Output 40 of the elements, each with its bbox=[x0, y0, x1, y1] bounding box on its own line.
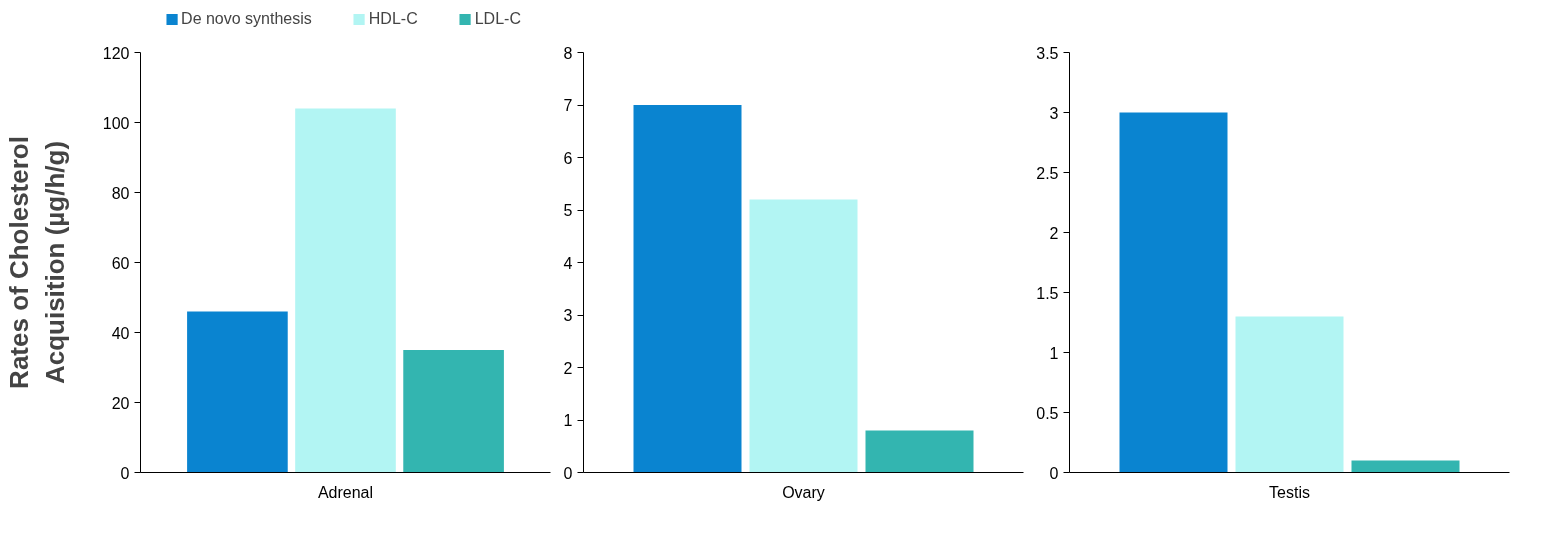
x-tick-label: Testis bbox=[1269, 483, 1310, 501]
y-tick-label: 20 bbox=[111, 394, 130, 412]
x-tick-label: Ovary bbox=[782, 483, 825, 501]
y-tick-label: 5 bbox=[563, 202, 573, 219]
legend-label: LDL-C bbox=[474, 10, 521, 28]
y-tick-label: 3 bbox=[563, 307, 573, 324]
y-tick-label: 100 bbox=[102, 114, 130, 132]
y-tick-label: 120 bbox=[102, 44, 130, 62]
bar bbox=[865, 430, 974, 473]
x-tick-label: Adrenal bbox=[317, 483, 374, 501]
bar bbox=[1351, 460, 1460, 473]
y-tick-label: 0 bbox=[563, 464, 573, 482]
y-tick-label: 0 bbox=[120, 464, 130, 482]
y-tick-label: 60 bbox=[111, 254, 130, 272]
y-tick-label: 1 bbox=[563, 412, 573, 429]
y-tick-label: 0.5 bbox=[1036, 404, 1059, 422]
y-tick-label: 1.5 bbox=[1036, 284, 1059, 302]
y-axis-title: Rates of Cholesterol Acquisition (µg/h/g) bbox=[3, 136, 70, 389]
y-tick-label: 3.5 bbox=[1036, 44, 1059, 62]
legend-label: De novo synthesis bbox=[181, 10, 312, 28]
y-tick-label: 7 bbox=[563, 97, 573, 114]
bar bbox=[1119, 112, 1228, 473]
y-tick-label: 40 bbox=[111, 324, 130, 342]
y-tick-label: 2.5 bbox=[1036, 164, 1059, 182]
y-tick-label: 4 bbox=[563, 254, 573, 272]
y-tick-label: 6 bbox=[563, 149, 573, 167]
y-tick-label: 2 bbox=[563, 359, 573, 377]
y-tick-label: 0 bbox=[1049, 464, 1059, 482]
bar bbox=[633, 105, 742, 473]
bar bbox=[295, 108, 396, 473]
bar bbox=[1235, 316, 1344, 473]
y-tick-label: 80 bbox=[111, 184, 130, 202]
bar bbox=[187, 311, 288, 473]
y-tick-label: 3 bbox=[1049, 104, 1059, 122]
bar bbox=[403, 350, 504, 473]
y-tick-label: 1 bbox=[1049, 344, 1059, 362]
legend-label: HDL-C bbox=[368, 10, 418, 28]
y-tick-label: 2 bbox=[1049, 224, 1059, 242]
y-tick-label: 8 bbox=[563, 44, 573, 62]
bar bbox=[749, 199, 858, 473]
